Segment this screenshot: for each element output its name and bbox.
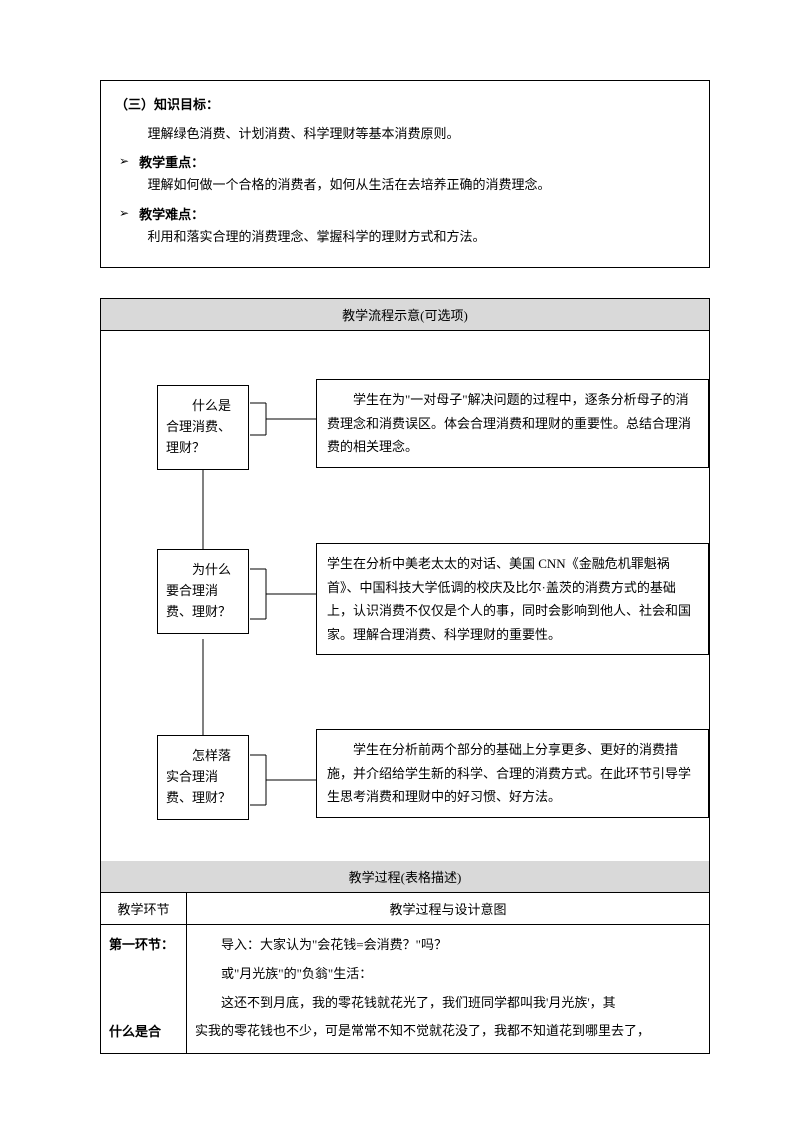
knowledge-goal-heading: （三）知识目标： (115, 91, 695, 120)
process-row1-col2: 导入：大家认为"会花钱=会消费？"吗？ 或"月光族"的"负翁"生活： 这还不到月… (187, 925, 710, 1053)
process-table-header-row: 教学环节 教学过程与设计意图 (101, 893, 710, 925)
flow-node-1-text: 什么是合理消费、理财？ (166, 396, 240, 458)
teaching-focus-label: 教学重点： (139, 152, 204, 171)
process-row1-col1-bottom: 什么是合 (109, 1018, 178, 1047)
process-line-4: 实我的零花钱也不少，可是常常不知不觉就花没了，我都不知道花到哪里去了， (195, 1017, 701, 1046)
flow-body: 什么是合理消费、理财？ 学生在为"一对母子"解决问题的过程中，逐条分析母子的消费… (100, 331, 710, 861)
flow-node-2-text: 为什么要合理消费、理财？ (166, 560, 240, 622)
flow-content-1: 学生在为"一对母子"解决问题的过程中，逐条分析母子的消费理念和消费误区。体会合理… (316, 379, 709, 467)
process-row1-col1: 第一环节： 什么是合 (101, 925, 187, 1053)
process-table: 教学环节 教学过程与设计意图 第一环节： 什么是合 导入：大家认为"会花钱=会消… (100, 893, 710, 1053)
teaching-difficulty-row: ➢ 教学难点： (115, 204, 695, 223)
arrow-icon: ➢ (119, 206, 129, 221)
process-line-3: 这还不到月底，我的零花钱就花光了，我们班同学都叫我'月光族'，其 (195, 989, 701, 1018)
process-row1-col1-top: 第一环节： (109, 931, 178, 960)
knowledge-goal-text: 理解绿色消费、计划消费、科学理财等基本消费原则。 (115, 120, 695, 149)
teaching-focus-row: ➢ 教学重点： (115, 152, 695, 171)
teaching-difficulty-text: 利用和落实合理的消费理念、掌握科学的理财方式和方法。 (115, 223, 695, 252)
teaching-difficulty-label: 教学难点： (139, 204, 204, 223)
flow-node-3: 怎样落实合理消费、理财？ (157, 735, 249, 819)
flow-content-3: 学生在分析前两个部分的基础上分享更多、更好的消费措施，并介绍给学生新的科学、合理… (316, 729, 709, 817)
teaching-focus-text: 理解如何做一个合格的消费者，如何从生活在去培养正确的消费理念。 (115, 171, 695, 200)
process-col1-header: 教学环节 (101, 893, 187, 925)
process-line-2: 或"月光族"的"负翁"生活： (195, 960, 701, 989)
flow-content-3-text: 学生在分析前两个部分的基础上分享更多、更好的消费措施，并介绍给学生新的科学、合理… (327, 738, 698, 808)
flow-content-2-text: 学生在分析中美老太太的对话、美国 CNN《金融危机罪魁祸首》、中国科技大学低调的… (327, 556, 691, 641)
process-header: 教学过程(表格描述) (100, 861, 710, 893)
flow-header: 教学流程示意(可选项) (100, 298, 710, 331)
arrow-icon: ➢ (119, 154, 129, 169)
process-table-row-1: 第一环节： 什么是合 导入：大家认为"会花钱=会消费？"吗？ 或"月光族"的"负… (101, 925, 710, 1053)
flow-node-3-text: 怎样落实合理消费、理财？ (166, 746, 240, 808)
process-line-1: 导入：大家认为"会花钱=会消费？"吗？ (195, 931, 701, 960)
flow-content-1-text: 学生在为"一对母子"解决问题的过程中，逐条分析母子的消费理念和消费误区。体会合理… (327, 388, 698, 458)
process-col2-header: 教学过程与设计意图 (187, 893, 710, 925)
flow-content-2: 学生在分析中美老太太的对话、美国 CNN《金融危机罪魁祸首》、中国科技大学低调的… (316, 543, 709, 655)
objectives-box: （三）知识目标： 理解绿色消费、计划消费、科学理财等基本消费原则。 ➢ 教学重点… (100, 80, 710, 268)
flow-node-1: 什么是合理消费、理财？ (157, 385, 249, 469)
flow-node-2: 为什么要合理消费、理财？ (157, 549, 249, 633)
